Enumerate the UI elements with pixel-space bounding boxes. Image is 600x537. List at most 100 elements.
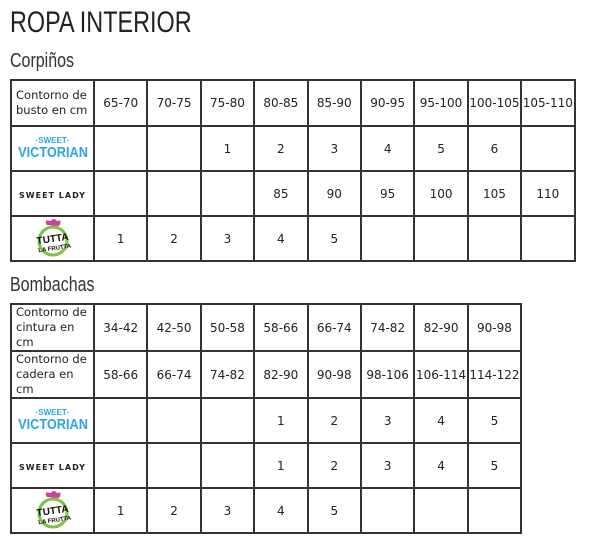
brand-row: TUTTA LA FRUTTA 1 2 3 4 5 bbox=[10, 487, 523, 534]
panty-size-table: Contorno de cintura en cm 34-42 42-50 50-58… bbox=[10, 303, 523, 534]
header-row: Contorno de cintura en cm 34-42 42-50 50-58… bbox=[10, 303, 523, 352]
size-cell: 3 bbox=[306, 125, 362, 172]
size-cell bbox=[413, 215, 469, 262]
size-cell: 4 bbox=[413, 397, 469, 444]
sweet-lady-logo: SWEET LADY bbox=[19, 462, 86, 472]
size-range-cell: 80-85 bbox=[253, 79, 309, 127]
size-range-cell: 90-98 bbox=[466, 303, 523, 352]
size-cell: 1 bbox=[253, 442, 309, 489]
svg-text:TUTTA: TUTTA bbox=[36, 232, 69, 247]
size-range-cell: 58-66 bbox=[253, 303, 309, 352]
size-cell: 3 bbox=[199, 215, 256, 262]
size-cell: 105 bbox=[466, 170, 523, 217]
size-cell: 2 bbox=[146, 215, 202, 262]
page-title: ROPA INTERIOR bbox=[10, 6, 192, 39]
size-cell: 1 bbox=[92, 487, 149, 534]
header-row: Contorno de cadera en cm 58-66 66-74 74-82 8… bbox=[10, 350, 523, 399]
size-cell: 1 bbox=[199, 125, 256, 172]
size-cell: 2 bbox=[146, 487, 202, 534]
size-range-cell: 34-42 bbox=[92, 303, 149, 352]
sweet-lady-logo: SWEET LADY bbox=[19, 190, 86, 200]
size-cell bbox=[359, 487, 416, 534]
size-range-cell: 114-122 bbox=[466, 350, 523, 399]
bra-size-table: Contorno de busto en cm 65-70 70-75 75-80 80… bbox=[10, 79, 576, 262]
size-cell: 5 bbox=[413, 125, 469, 172]
size-cell: 4 bbox=[253, 487, 309, 534]
brand-cell: ·SWEET· VICTORIAN bbox=[10, 125, 95, 172]
size-cell: 2 bbox=[306, 442, 362, 489]
size-cell: 1 bbox=[92, 215, 149, 262]
size-range-cell: 65-70 bbox=[92, 79, 149, 127]
size-cell: 5 bbox=[306, 215, 362, 262]
size-cell bbox=[92, 397, 149, 444]
sweet-victorian-logo: ·SWEET· VICTORIAN bbox=[18, 408, 88, 433]
brand-row: TUTTA LA FRUTTA 1 2 3 4 5 bbox=[10, 215, 576, 262]
size-cell: 3 bbox=[359, 442, 416, 489]
section-heading-bombachas: Bombachas bbox=[10, 274, 95, 296]
size-range-cell: 70-75 bbox=[146, 79, 202, 127]
size-range-cell: 98-106 bbox=[359, 350, 416, 399]
svg-text:LA FRUTTA: LA FRUTTA bbox=[38, 244, 72, 255]
size-cell bbox=[146, 170, 202, 217]
size-cell bbox=[146, 442, 202, 489]
size-cell bbox=[466, 487, 523, 534]
size-cell: 90 bbox=[306, 170, 362, 217]
size-cell: 5 bbox=[306, 487, 362, 534]
size-cell: 5 bbox=[466, 397, 523, 444]
brand-cell: TUTTA LA FRUTTA bbox=[10, 215, 95, 262]
size-cell bbox=[92, 125, 149, 172]
svg-text:TUTTA: TUTTA bbox=[36, 504, 69, 519]
size-range-cell: 50-58 bbox=[199, 303, 256, 352]
size-range-cell: 90-98 bbox=[306, 350, 362, 399]
size-range-cell: 100-105 bbox=[466, 79, 523, 127]
brand-cell: TUTTA LA FRUTTA bbox=[10, 487, 95, 534]
size-cell bbox=[199, 442, 256, 489]
size-cell bbox=[466, 215, 523, 262]
size-range-cell: 75-80 bbox=[199, 79, 256, 127]
size-range-cell: 85-90 bbox=[306, 79, 362, 127]
size-cell: 110 bbox=[520, 170, 576, 217]
size-range-cell: 95-100 bbox=[413, 79, 469, 127]
section-heading-corpinos: Corpiños bbox=[10, 50, 75, 72]
brand-cell: SWEET LADY bbox=[10, 170, 95, 217]
size-cell bbox=[520, 215, 576, 262]
size-cell bbox=[359, 215, 416, 262]
size-cell: 1 bbox=[253, 397, 309, 444]
row-label: Contorno de cintura en cm bbox=[10, 303, 95, 352]
size-cell: 4 bbox=[413, 442, 469, 489]
size-cell: 3 bbox=[359, 397, 416, 444]
header-row: Contorno de busto en cm 65-70 70-75 75-80 80… bbox=[10, 79, 576, 127]
size-cell: 4 bbox=[253, 215, 309, 262]
size-cell: 4 bbox=[359, 125, 416, 172]
size-cell bbox=[92, 442, 149, 489]
brand-row: SWEET LADY 1 2 3 4 5 bbox=[10, 442, 523, 489]
brand-row: SWEET LADY 85 90 95 100 105 110 bbox=[10, 170, 576, 217]
brand-row: ·SWEET· VICTORIAN 1 2 3 4 5 bbox=[10, 397, 523, 444]
size-cell: 95 bbox=[359, 170, 416, 217]
size-cell bbox=[413, 487, 469, 534]
size-cell: 2 bbox=[253, 125, 309, 172]
size-cell: 3 bbox=[199, 487, 256, 534]
brand-row: ·SWEET· VICTORIAN 1 2 3 4 5 6 bbox=[10, 125, 576, 172]
sweet-victorian-logo: ·SWEET· VICTORIAN bbox=[18, 136, 88, 161]
brand-cell: ·SWEET· VICTORIAN bbox=[10, 397, 95, 444]
size-range-cell: 74-82 bbox=[359, 303, 416, 352]
size-range-cell: 82-90 bbox=[253, 350, 309, 399]
svg-text:LA FRUTTA: LA FRUTTA bbox=[38, 516, 72, 527]
size-range-cell: 74-82 bbox=[199, 350, 256, 399]
size-range-cell: 42-50 bbox=[146, 303, 202, 352]
size-range-cell: 90-95 bbox=[359, 79, 416, 127]
size-cell bbox=[520, 125, 576, 172]
row-label: Contorno de busto en cm bbox=[10, 79, 95, 127]
size-cell: 5 bbox=[466, 442, 523, 489]
size-range-cell: 66-74 bbox=[146, 350, 202, 399]
size-range-cell: 66-74 bbox=[306, 303, 362, 352]
size-cell bbox=[199, 397, 256, 444]
size-range-cell: 105-110 bbox=[520, 79, 576, 127]
size-cell bbox=[146, 397, 202, 444]
size-cell: 100 bbox=[413, 170, 469, 217]
size-cell: 85 bbox=[253, 170, 309, 217]
size-cell: 6 bbox=[466, 125, 523, 172]
